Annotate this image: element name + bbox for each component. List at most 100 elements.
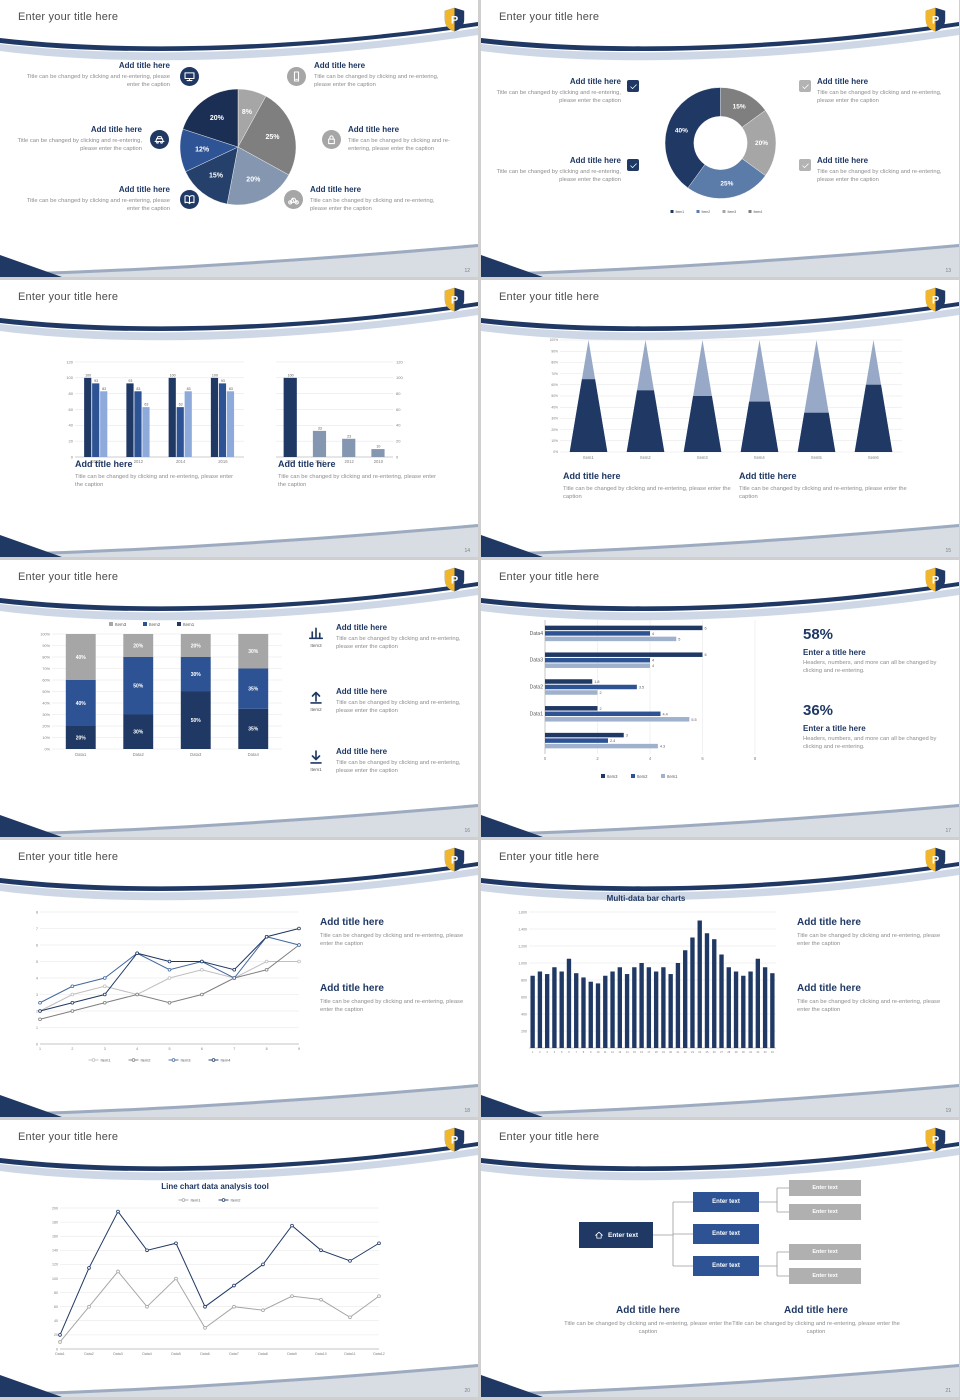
- svg-text:90%: 90%: [42, 644, 50, 648]
- svg-text:Data3: Data3: [190, 752, 202, 757]
- flow-leaf-node[interactable]: Enter text: [789, 1268, 861, 1284]
- multibar-chart[interactable]: 200 400 600 800 1,000 1,200 1,400 1,600 1 2 3 4 5 6 7 8…: [509, 906, 779, 1058]
- block-title[interactable]: Add title here: [314, 61, 366, 70]
- block-title[interactable]: Add title here: [118, 185, 170, 194]
- flow-leaf-node[interactable]: Enter text: [789, 1180, 861, 1196]
- block-title[interactable]: Add title here: [739, 471, 797, 481]
- slide-title[interactable]: Enter your title here: [499, 851, 600, 863]
- block-title[interactable]: Add title here: [75, 459, 133, 469]
- icon-label: Item3: [310, 643, 322, 648]
- block-title[interactable]: Add title here: [797, 917, 861, 928]
- checkbox-icon[interactable]: [799, 80, 811, 92]
- slide-line-analysis[interactable]: Enter your title here P 20 Line chart data…: [0, 1120, 478, 1397]
- flow-root-node[interactable]: Enter text: [579, 1222, 653, 1248]
- slide-title[interactable]: Enter your title here: [18, 11, 119, 23]
- stat-block: 36% Enter a title here Headers, numbers,…: [803, 700, 951, 751]
- header-swoosh: [481, 582, 959, 621]
- block-title[interactable]: Add title here: [118, 61, 170, 70]
- stat-title[interactable]: Enter a title here: [803, 724, 866, 733]
- block-title[interactable]: Add title here: [563, 471, 621, 481]
- checkbox-icon[interactable]: [799, 159, 811, 171]
- svg-text:32: 32: [756, 1050, 759, 1054]
- slide-title[interactable]: Enter your title here: [18, 571, 119, 583]
- block-title[interactable]: Add title here: [569, 156, 621, 165]
- block-title[interactable]: Add title here: [310, 185, 362, 194]
- flow-leaf-node[interactable]: Enter text: [789, 1204, 861, 1220]
- flow-mid-node[interactable]: Enter text: [693, 1224, 759, 1244]
- slide-pie-infographic[interactable]: Enter your title here P 12 8% 25% 20% 15% 12% 2…: [0, 0, 478, 277]
- block-title[interactable]: Add title here: [348, 125, 400, 134]
- block-title[interactable]: Add title here: [616, 1305, 680, 1316]
- slide-title[interactable]: Enter your title here: [18, 291, 119, 303]
- block-title[interactable]: Add title here: [797, 983, 861, 994]
- block-title[interactable]: Add title here: [817, 156, 869, 165]
- block-caption: Title can be changed by clicking and re-…: [739, 485, 907, 500]
- svg-text:1.8: 1.8: [594, 680, 599, 684]
- block-title[interactable]: Add title here: [320, 983, 384, 994]
- icon-label: Item1: [310, 767, 322, 772]
- slide-flow-diagram[interactable]: Enter your title here P 21 Enter text Ente…: [481, 1120, 959, 1397]
- donut-chart[interactable]: 15% 20% 25% 40% Item1 Item2 Item3 Item4: [663, 84, 778, 216]
- cone-chart[interactable]: 0% 10% 20% 30% 40% 50% 60% 70% 80% 90% 100% Item1 It…: [536, 336, 906, 464]
- block-caption: Title can be changed by clicking and re-…: [17, 138, 143, 153]
- stat-value[interactable]: 36%: [803, 702, 834, 719]
- block-title[interactable]: Add title here: [278, 459, 336, 469]
- line-chart[interactable]: 0 1 2 3 4 5 6 7 8 1 2 3 4 5 6 7 8 9 Item1 Item2 Item3 Item4: [22, 906, 307, 1064]
- slide-title[interactable]: Enter your title here: [18, 851, 119, 863]
- svg-text:20%: 20%: [76, 735, 87, 741]
- svg-text:Data9: Data9: [287, 1352, 297, 1356]
- slide-title[interactable]: Enter your title here: [499, 291, 600, 303]
- block-title[interactable]: Add title here: [817, 77, 869, 86]
- block-title[interactable]: Add title here: [90, 125, 142, 134]
- grouped-bar-chart[interactable]: 0 20 40 60 80 100 120 100 93 83 2010 93 83 63 2012 100 6…: [55, 354, 250, 469]
- svg-text:2: 2: [71, 1047, 73, 1051]
- block-title[interactable]: Add title here: [569, 77, 621, 86]
- horizontal-bar-chart[interactable]: 0 2 4 6 8 6 4 5 Data4 6 4 4 Data3 1.8 3.5 2 Data2 2 4.4 5.5…: [519, 618, 769, 780]
- svg-text:600: 600: [521, 995, 527, 999]
- svg-text:4: 4: [36, 976, 38, 980]
- block-title[interactable]: Add title here: [320, 917, 384, 928]
- svg-text:Item1: Item1: [101, 1058, 112, 1063]
- stacked-bar-chart[interactable]: Item3 Item2 Item1 0% 10% 20% 30% 40% 50% 60% 70% 80…: [28, 618, 288, 760]
- svg-text:11: 11: [604, 1050, 607, 1054]
- slide-multibar-chart[interactable]: Enter your title here P 19 Multi-data bar …: [481, 840, 959, 1117]
- svg-text:Item2: Item2: [637, 774, 648, 779]
- slide-donut-chart[interactable]: Enter your title here P 13 15% 20% 25% 40% Ite…: [481, 0, 959, 277]
- svg-text:25: 25: [706, 1050, 709, 1054]
- flow-mid-node[interactable]: Enter text: [693, 1192, 759, 1212]
- svg-text:83: 83: [229, 387, 233, 391]
- svg-text:8: 8: [266, 1047, 268, 1051]
- svg-text:80%: 80%: [42, 655, 50, 659]
- flow-mid-node[interactable]: Enter text: [693, 1256, 759, 1276]
- slide-title[interactable]: Enter your title here: [499, 1131, 600, 1143]
- svg-text:30: 30: [742, 1050, 745, 1054]
- block-title[interactable]: Add title here: [784, 1305, 848, 1316]
- slide-bar-charts[interactable]: Enter your title here P 14 0 20 40 60 80 100 120…: [0, 280, 478, 557]
- slide-stacked-bar-chart[interactable]: Enter your title here P 16 Item3 Item2 Item1…: [0, 560, 478, 837]
- checkbox-icon[interactable]: [627, 80, 639, 92]
- flow-leaf-node[interactable]: Enter text: [789, 1244, 861, 1260]
- slide-cone-chart[interactable]: Enter your title here P 15 0% 10% 20% 30% 40% 5…: [481, 280, 959, 557]
- checkbox-icon[interactable]: [627, 159, 639, 171]
- line-analysis-chart[interactable]: 0 20 40 60 80 100 120 140 160 180 200 Data1 Data2 Dat…: [42, 1194, 387, 1362]
- block-title[interactable]: Add title here: [336, 747, 388, 756]
- svg-text:40%: 40%: [551, 405, 558, 409]
- slide-title[interactable]: Enter your title here: [499, 571, 600, 583]
- stat-title[interactable]: Enter a title here: [803, 648, 866, 657]
- pie-chart[interactable]: 8% 25% 20% 15% 12% 20%: [178, 87, 298, 207]
- svg-text:4.4: 4.4: [663, 712, 668, 716]
- slide-hbar-chart[interactable]: Enter your title here P 17 0 2 4 6 8 6 4 5 Data4 6 4…: [481, 560, 959, 837]
- single-bar-chart[interactable]: 0 20 40 60 80 100 120 100 2008 33 2014 23 2012 10 2010: [270, 354, 415, 469]
- block-title[interactable]: Add title here: [336, 687, 388, 696]
- stat-value[interactable]: 58%: [803, 626, 834, 643]
- block-title[interactable]: Add title here: [336, 623, 388, 632]
- slide-title[interactable]: Enter your title here: [499, 11, 600, 23]
- svg-text:0: 0: [396, 454, 399, 459]
- svg-text:40: 40: [69, 423, 74, 428]
- svg-text:2012: 2012: [344, 459, 354, 464]
- svg-text:60: 60: [54, 1305, 58, 1309]
- svg-text:4: 4: [649, 756, 652, 761]
- slide-title[interactable]: Enter your title here: [18, 1131, 119, 1143]
- svg-text:20: 20: [54, 1333, 58, 1337]
